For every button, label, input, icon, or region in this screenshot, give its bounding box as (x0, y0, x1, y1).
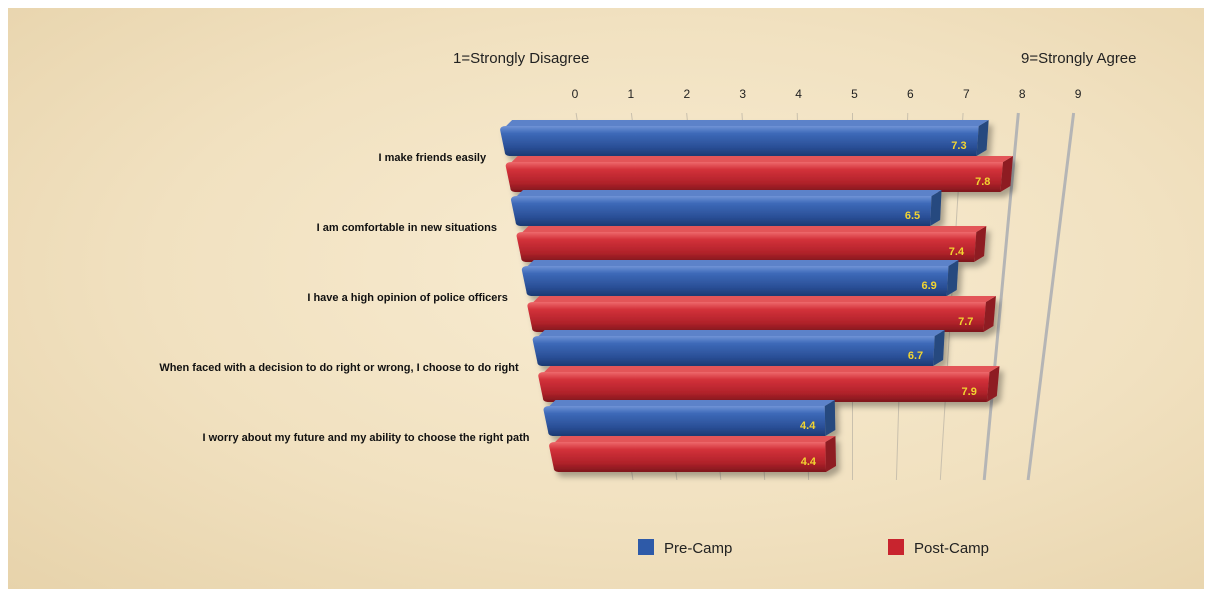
bar-top-edge (522, 226, 987, 232)
value-label-pre-camp-3: 6.9 (921, 280, 936, 292)
x-tick-label-2: 2 (683, 87, 690, 101)
bar-post-camp-5 (549, 436, 837, 472)
bar-face (510, 196, 932, 226)
bar-end-cap (986, 366, 1000, 402)
bar-post-camp-4 (538, 366, 1000, 402)
x-tick-label-8: 8 (1019, 87, 1026, 101)
bar-post-camp-3 (527, 296, 996, 332)
chart-background: 1=Strongly Disagree 9=Strongly Agree 0 1 2… (8, 8, 1204, 589)
gridline-8 (982, 112, 1020, 481)
x-tick-label-5: 5 (851, 87, 858, 101)
bar-top-edge (516, 190, 942, 196)
value-label-pre-camp-5: 4.4 (800, 420, 816, 432)
bar-face (538, 372, 990, 402)
bar-end-cap (974, 226, 987, 262)
bar-end-cap (976, 120, 989, 156)
category-label-5: I worry about my future and my ability t… (203, 432, 530, 444)
x-tick-label-0: 0 (572, 87, 579, 101)
category-labels: I make friends easily I am comfortable in… (159, 152, 529, 444)
x-tick-label-4: 4 (795, 87, 802, 101)
x-tick-label-3: 3 (739, 87, 746, 101)
bars: 7.3 7.8 6.5 7.4 6.9 7.7 6.7 7.9 4.4 4.4 (500, 120, 1014, 472)
bar-end-cap (1000, 156, 1014, 192)
bar-face (532, 336, 935, 366)
left-anchor-label: 1=Strongly Disagree (453, 50, 589, 67)
x-tick-label-6: 6 (907, 87, 914, 101)
legend-swatch-post-camp (888, 539, 904, 555)
bar-post-camp-1 (505, 156, 1014, 192)
value-label-post-camp-1: 7.8 (975, 176, 990, 188)
bar-face (500, 126, 979, 156)
bar-chart: 1=Strongly Disagree 9=Strongly Agree 0 1 2… (159, 50, 1137, 557)
bar-top-edge (506, 120, 989, 126)
x-tick-label-7: 7 (963, 87, 970, 101)
value-label-pre-camp-4: 6.7 (908, 350, 923, 362)
category-label-3: I have a high opinion of police officers (307, 292, 507, 304)
bar-face (543, 406, 826, 436)
legend-label-pre-camp: Pre-Camp (664, 540, 732, 557)
value-label-post-camp-3: 7.7 (958, 316, 973, 328)
bar-face (521, 266, 949, 296)
bar-top-edge (511, 156, 1014, 162)
bar-top-edge (527, 260, 959, 266)
bar-pre-camp-3 (521, 260, 959, 296)
bar-pre-camp-4 (532, 330, 945, 366)
legend-swatch-pre-camp (638, 539, 654, 555)
bar-end-cap (933, 330, 945, 366)
value-label-post-camp-4: 7.9 (962, 386, 977, 398)
bar-end-cap (825, 436, 837, 472)
category-label-4: When faced with a decision to do right o… (159, 362, 519, 374)
right-anchor-label: 9=Strongly Agree (1021, 50, 1137, 67)
category-label-2: I am comfortable in new situations (317, 222, 497, 234)
bar-face (549, 442, 827, 472)
legend: Pre-Camp Post-Camp (638, 539, 989, 557)
value-label-post-camp-2: 7.4 (949, 246, 965, 258)
bar-top-edge (555, 436, 836, 442)
bar-end-cap (930, 190, 942, 226)
x-tick-label-9: 9 (1075, 87, 1082, 101)
x-axis-ticks: 0 1 2 3 4 5 6 7 8 9 (572, 87, 1082, 101)
bar-face (516, 232, 977, 262)
value-label-post-camp-5: 4.4 (801, 456, 817, 468)
bar-top-edge (549, 400, 835, 406)
bar-pre-camp-1 (500, 120, 989, 156)
x-tick-label-1: 1 (628, 87, 635, 101)
bar-end-cap (824, 400, 836, 436)
bar-post-camp-2 (516, 226, 987, 262)
gridline-9 (1026, 112, 1076, 481)
bar-top-edge (544, 366, 1000, 372)
value-label-pre-camp-2: 6.5 (905, 210, 920, 222)
bar-pre-camp-2 (510, 190, 942, 226)
value-label-pre-camp-1: 7.3 (951, 140, 966, 152)
bar-face (527, 302, 986, 332)
bar-top-edge (533, 296, 996, 302)
bar-top-edge (538, 330, 945, 336)
bar-face (505, 162, 1004, 192)
bar-end-cap (983, 296, 996, 332)
legend-label-post-camp: Post-Camp (914, 540, 989, 557)
bar-end-cap (946, 260, 959, 296)
category-label-1: I make friends easily (378, 152, 486, 164)
bar-pre-camp-5 (543, 400, 836, 436)
